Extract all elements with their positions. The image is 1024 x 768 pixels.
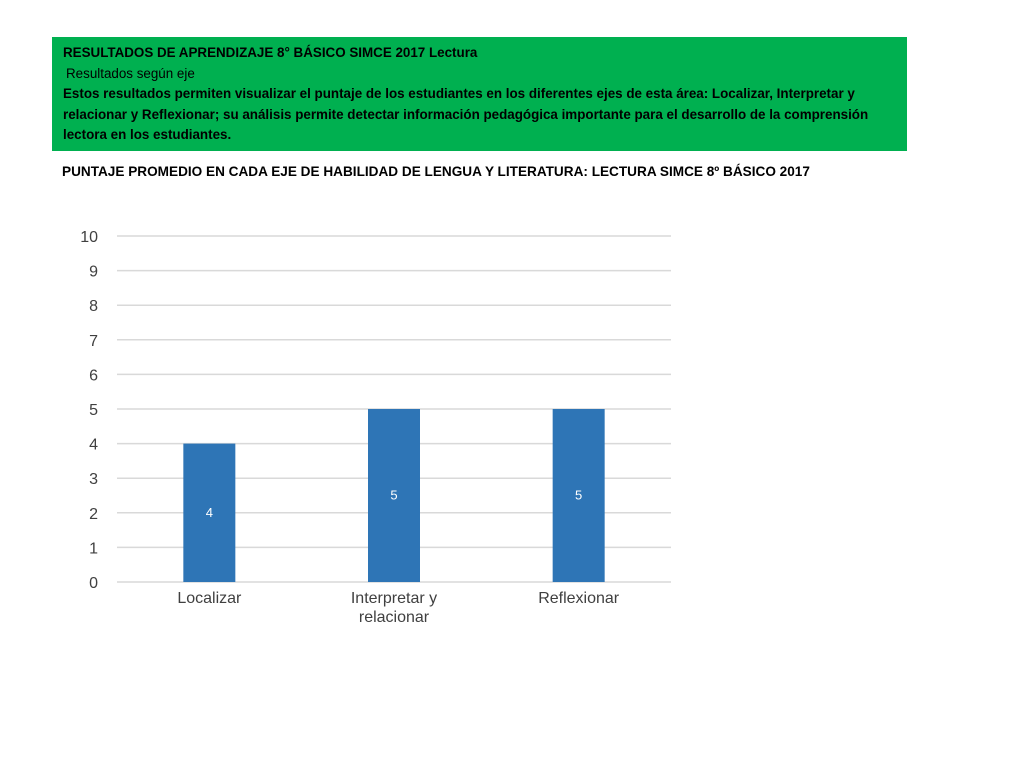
data-label: 4	[206, 505, 213, 520]
bar	[368, 409, 420, 582]
y-tick-label: 1	[89, 540, 98, 557]
y-tick-label: 5	[89, 402, 98, 419]
y-tick-label: 10	[80, 229, 98, 246]
y-tick-label: 7	[89, 333, 98, 350]
header-description: Estos resultados permiten visualizar el …	[63, 86, 869, 143]
y-tick-label: 2	[89, 506, 98, 523]
header-subtitle: Resultados según eje	[66, 65, 195, 81]
chart-title: PUNTAJE PROMEDIO EN CADA EJE DE HABILIDA…	[62, 164, 810, 179]
bar	[552, 409, 605, 582]
y-tick-label: 4	[89, 437, 98, 454]
header-banner: RESULTADOS DE APRENDIZAJE 8° BÁSICO SIMC…	[52, 37, 907, 151]
y-tick-label: 6	[89, 367, 98, 384]
y-tick-label: 0	[89, 575, 98, 592]
y-tick-label: 9	[89, 264, 98, 281]
x-category-label: relacionar	[359, 609, 430, 626]
y-tick-label: 8	[89, 298, 98, 315]
x-category-label: Reflexionar	[538, 590, 620, 607]
y-tick-label: 3	[89, 471, 98, 488]
data-label: 5	[390, 488, 397, 503]
data-label: 5	[575, 488, 582, 503]
x-category-label: Interpretar y	[351, 590, 437, 607]
x-category-label: Localizar	[177, 590, 242, 607]
bar	[183, 443, 236, 582]
header-title: RESULTADOS DE APRENDIZAJE 8° BÁSICO SIMC…	[63, 45, 478, 60]
